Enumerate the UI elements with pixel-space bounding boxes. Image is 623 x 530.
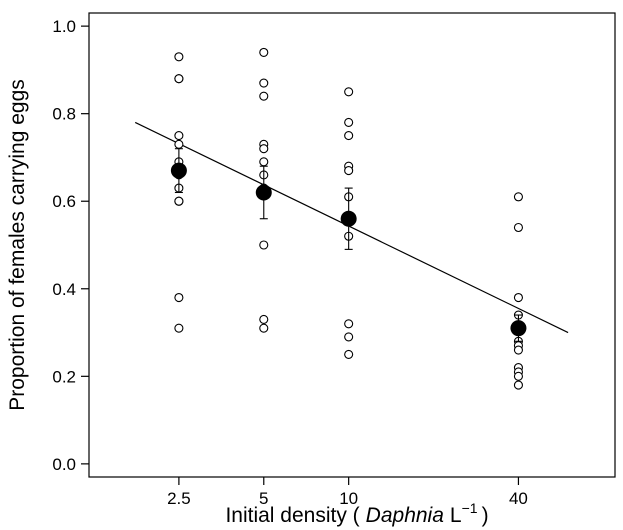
- x-axis-title-suffix: ): [482, 504, 489, 527]
- data-point-17: [259, 157, 269, 167]
- data-point-22: [259, 323, 269, 333]
- y-tick-label-1: 0.2: [52, 367, 76, 386]
- y-axis: 0.0 0.2 0.4 0.6 0.8 1.0: [52, 17, 89, 474]
- data-point-0: [174, 52, 184, 62]
- data-point-40: [513, 345, 523, 355]
- y-tick-label-4: 0.8: [52, 105, 76, 124]
- data-point-25: [344, 131, 354, 141]
- data-point-11: [174, 323, 184, 333]
- data-point-14: [259, 91, 269, 101]
- x-axis-title-italic: Daphnia: [366, 504, 444, 527]
- y-axis-title: Proportion of females carrying eggs: [6, 79, 29, 411]
- data-point-13: [259, 78, 269, 88]
- data-point-3: [174, 131, 184, 141]
- mean-point-3: [510, 320, 527, 337]
- data-point-44: [513, 380, 523, 390]
- data-point-10: [174, 292, 184, 303]
- data-point-34: [513, 222, 523, 233]
- x-axis-title-unit: L: [450, 504, 462, 527]
- regression-line-layer: [134, 121, 569, 334]
- y-tick-label-0: 0.0: [52, 455, 76, 474]
- mean-point-2: [340, 210, 357, 227]
- data-point-32: [344, 349, 354, 359]
- mean-point-1: [255, 184, 272, 201]
- data-point-27: [344, 166, 354, 176]
- data-point-21: [259, 314, 269, 324]
- regression-line: [134, 121, 569, 334]
- x-axis-title-exponent: −1: [462, 500, 478, 516]
- x-axis-title: Initial density ( Daphnia L−1): [225, 500, 488, 527]
- x-tick-label-3: 40: [509, 489, 528, 508]
- y-tick-label-3: 0.6: [52, 192, 76, 211]
- data-point-31: [344, 332, 354, 342]
- mean-points-layer: [170, 148, 527, 342]
- plot-frame: [88, 12, 616, 478]
- x-axis: 2.5 5 10 40: [167, 477, 528, 508]
- data-point-33: [513, 192, 523, 202]
- data-point-35: [513, 292, 523, 303]
- x-axis-title-prefix: Initial density (: [225, 504, 359, 527]
- data-point-20: [259, 240, 269, 250]
- individual-points-layer: [174, 47, 523, 390]
- data-point-16: [259, 144, 269, 154]
- data-point-9: [174, 196, 184, 206]
- data-point-12: [259, 47, 269, 57]
- y-tick-label-2: 0.4: [52, 280, 76, 299]
- data-point-24: [344, 117, 354, 127]
- x-tick-label-0: 2.5: [167, 489, 191, 508]
- x-tick-label-2: 10: [339, 489, 358, 508]
- data-point-23: [344, 87, 354, 97]
- y-tick-label-5: 1.0: [52, 17, 76, 36]
- data-point-2: [174, 74, 184, 84]
- data-point-30: [344, 319, 354, 329]
- x-tick-label-1: 5: [259, 489, 268, 508]
- data-point-4: [174, 139, 184, 149]
- mean-point-0: [170, 162, 187, 179]
- data-point-43: [513, 371, 523, 381]
